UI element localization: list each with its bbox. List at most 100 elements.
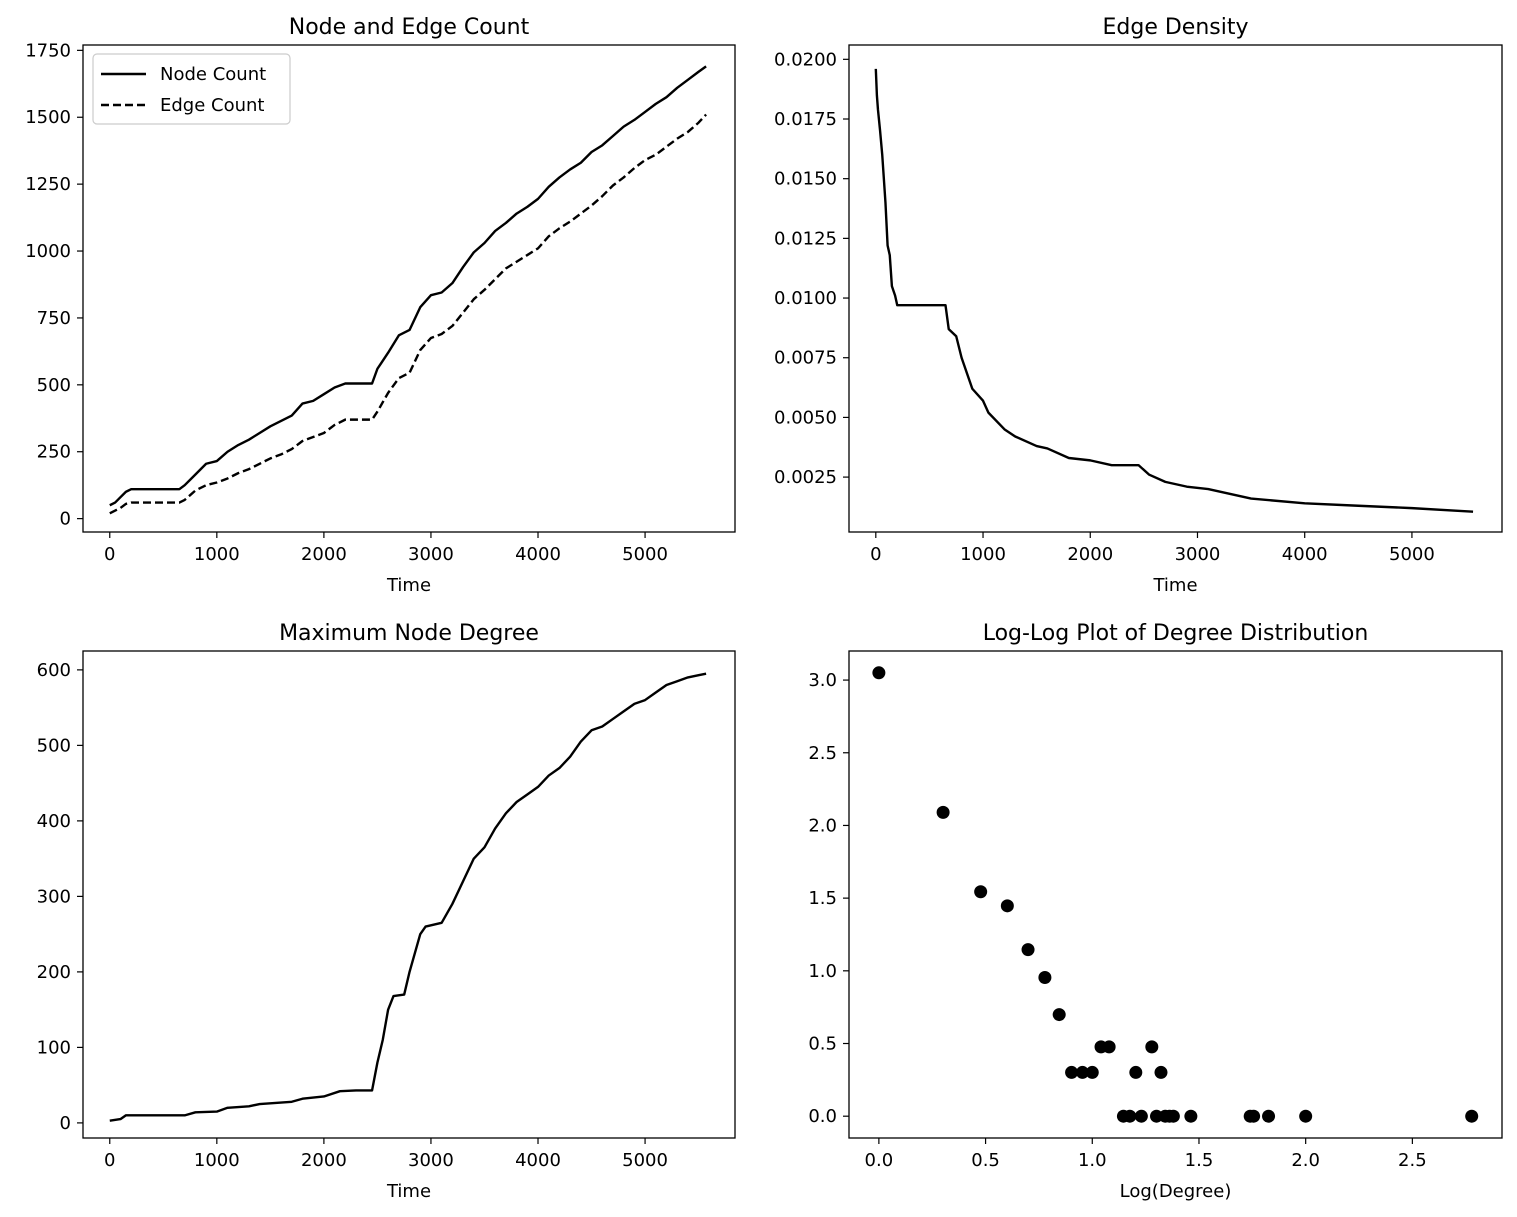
y-tick-label: 0.0175 — [774, 109, 837, 130]
series-line-1 — [109, 672, 707, 1122]
legend-box — [92, 53, 291, 125]
y-tick-label: 0 — [60, 1113, 71, 1134]
y-tick-label: 1250 — [25, 174, 71, 195]
x-tick-label: 2000 — [301, 544, 347, 565]
y-tick-label: 0.0025 — [774, 467, 837, 488]
axes-frame — [82, 44, 736, 533]
x-axis-label: Log(Degree) — [1120, 1181, 1232, 1202]
x-tick-label: 2000 — [301, 1150, 347, 1171]
scatter-point — [1134, 1109, 1148, 1123]
chart-title: Edge Density — [1103, 15, 1249, 40]
series-line-node-count — [109, 65, 707, 507]
y-tick-label: 100 — [37, 1037, 71, 1058]
y-tick-label: 750 — [37, 308, 71, 329]
y-tick-label: 0.0125 — [774, 228, 837, 249]
scatter-point — [1021, 943, 1035, 957]
y-tick-label: 500 — [37, 735, 71, 756]
scatter-point — [1184, 1109, 1198, 1123]
scatter-point — [936, 805, 950, 819]
x-tick-label: 4000 — [515, 1150, 561, 1171]
scatter-point — [1129, 1065, 1143, 1079]
legend: Node Count Edge Count — [92, 53, 291, 125]
x-axis-label: Time — [386, 575, 431, 596]
scatter-point — [1075, 1065, 1089, 1079]
x-tick-label: 0 — [870, 544, 881, 565]
x-tick-label: 0 — [104, 544, 115, 565]
x-tick-label: 2.0 — [1291, 1150, 1320, 1171]
scatter-point — [1123, 1109, 1137, 1123]
scatter-point — [974, 885, 988, 899]
scatter-point — [1154, 1065, 1168, 1079]
scatter-point — [1052, 1008, 1066, 1022]
scatter-point — [1299, 1109, 1313, 1123]
y-tick-label: 0.0200 — [774, 49, 837, 70]
scatter-point — [1038, 971, 1052, 985]
x-tick-label: 1.0 — [1078, 1150, 1107, 1171]
y-tick-label: 0.0075 — [774, 348, 837, 369]
scatter-point — [1262, 1109, 1276, 1123]
x-tick-label: 0.5 — [971, 1150, 1000, 1171]
axes-frame — [82, 650, 736, 1139]
x-tick-label: 5000 — [622, 1150, 668, 1171]
chart-title: Maximum Node Degree — [279, 621, 539, 646]
subplot-4: Log-Log Plot of Degree Distribution 0.0 0.… — [808, 621, 1503, 1202]
scatter-point — [1166, 1109, 1180, 1123]
x-axis-label: Time — [386, 1181, 431, 1202]
y-tick-label: 3.0 — [808, 670, 837, 691]
x-tick-label: 2000 — [1067, 544, 1113, 565]
scatter-point — [1247, 1109, 1261, 1123]
x-tick-label: 4000 — [515, 544, 561, 565]
y-tick-label: 1750 — [25, 40, 71, 61]
y-tick-label: 1500 — [25, 107, 71, 128]
y-tick-label: 0 — [60, 509, 71, 530]
scatter-point — [872, 666, 886, 680]
x-tick-label: 4000 — [1282, 544, 1328, 565]
y-tick-label: 200 — [37, 962, 71, 983]
y-tick-label: 2.5 — [808, 743, 837, 764]
x-tick-label: 5000 — [1389, 544, 1435, 565]
chart-title: Log-Log Plot of Degree Distribution — [983, 621, 1369, 646]
x-tick-label: 0.0 — [865, 1150, 894, 1171]
x-tick-label: 1000 — [960, 544, 1006, 565]
axes-frame — [848, 650, 1503, 1139]
x-tick-label: 0 — [104, 1150, 115, 1171]
scatter-point — [1465, 1109, 1479, 1123]
x-axis-label: Time — [1152, 575, 1197, 596]
x-tick-label: 3000 — [408, 544, 454, 565]
y-tick-label: 1000 — [25, 241, 71, 262]
series-line-edge-count — [109, 113, 707, 515]
y-tick-label: 0.0150 — [774, 169, 837, 190]
x-tick-label: 3000 — [1175, 544, 1221, 565]
scatter-point — [1085, 1065, 1099, 1079]
y-tick-label: 400 — [37, 811, 71, 832]
x-tick-label: 3000 — [408, 1150, 454, 1171]
x-tick-label: 5000 — [622, 544, 668, 565]
x-tick-label: 2.5 — [1398, 1150, 1427, 1171]
y-tick-label: 0.5 — [808, 1034, 837, 1055]
y-tick-label: 0.0 — [808, 1106, 837, 1127]
axes-frame — [848, 44, 1503, 533]
y-tick-label: 300 — [37, 886, 71, 907]
scatter-point — [1065, 1065, 1079, 1079]
y-tick-label: 1.5 — [808, 888, 837, 909]
legend-label: Edge Count — [160, 95, 264, 116]
subplot-2: Edge Density 0 1000 2000 3000 4000 5000 0.0025 0… — [774, 15, 1503, 596]
y-tick-label: 0.0100 — [774, 288, 837, 309]
series-line-1 — [874, 68, 1474, 513]
y-tick-label: 1.0 — [808, 961, 837, 982]
y-tick-label: 500 — [37, 375, 71, 396]
scatter-point — [1145, 1040, 1159, 1054]
y-tick-label: 600 — [37, 660, 71, 681]
y-tick-label: 0.0050 — [774, 407, 837, 428]
y-tick-label: 250 — [37, 442, 71, 463]
x-tick-label: 1000 — [194, 1150, 240, 1171]
x-tick-label: 1000 — [194, 544, 240, 565]
legend-label: Node Count — [160, 64, 266, 85]
y-tick-label: 2.0 — [808, 815, 837, 836]
scatter-point — [1000, 899, 1014, 913]
x-tick-label: 1.5 — [1185, 1150, 1214, 1171]
scatter-point — [1102, 1040, 1116, 1054]
